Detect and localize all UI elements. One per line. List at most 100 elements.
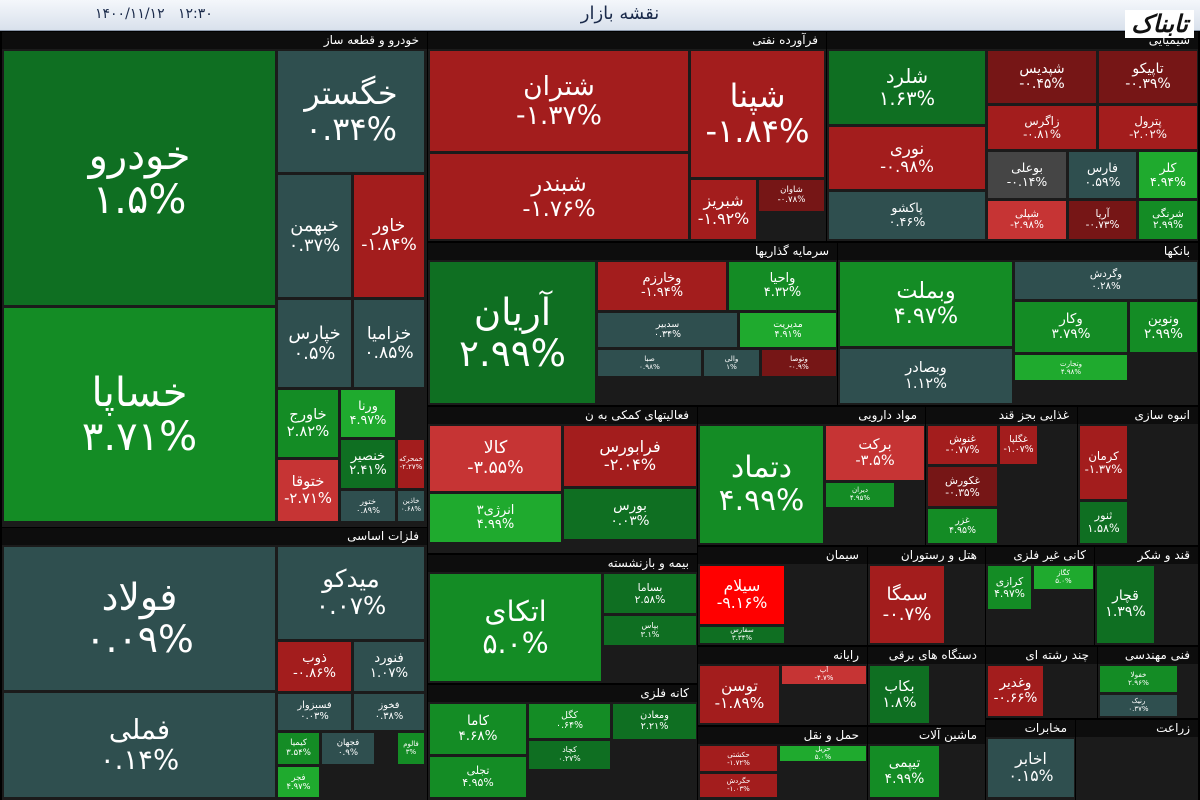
stock-symbol: ورنا bbox=[358, 398, 378, 414]
stock-tile: دتماد ۴.۹۹% bbox=[699, 425, 824, 544]
stock-tile: اخابر ۰.۱۵% bbox=[987, 738, 1075, 798]
sector-title: ماشین آلات bbox=[868, 727, 985, 744]
stock-tile: توسن -۱.۸۹% bbox=[699, 665, 780, 724]
stock-change: ۴.۹۵% bbox=[849, 494, 871, 502]
stock-change: -۱.۹۴% bbox=[640, 285, 684, 300]
stock-tile: خپارس ۰.۵% bbox=[277, 299, 352, 388]
stock-tile: خودرو ۱.۵% bbox=[3, 50, 276, 306]
stock-symbol: فرابورس bbox=[599, 437, 661, 457]
stock-tile: دیران ۴.۹۵% bbox=[825, 482, 895, 508]
stock-change: -۴.۷% bbox=[814, 674, 834, 682]
stock-symbol: وکار bbox=[1059, 311, 1083, 328]
sector-title: چند رشته ای bbox=[986, 647, 1097, 664]
stock-tile: شاوان -۰.۷۸% bbox=[758, 179, 825, 212]
stock-symbol: شپدیس bbox=[1019, 60, 1065, 77]
stock-change: -۱.۸۹% bbox=[714, 693, 765, 712]
stock-change: ۳.۷۱% bbox=[81, 413, 198, 460]
stock-change: ۰.۴۶% bbox=[888, 214, 926, 230]
stock-symbol: فالوم bbox=[403, 739, 419, 748]
stock-tile: حکشتی -۱.۷۲% bbox=[699, 745, 778, 772]
stock-symbol: ذوب bbox=[302, 650, 327, 666]
stock-change: ۳.۳۴% bbox=[731, 634, 753, 642]
stock-change: ۰.۸۵% bbox=[364, 342, 414, 363]
stock-tile: وبصادر ۱.۱۲% bbox=[839, 348, 1013, 404]
stock-symbol: کاما bbox=[467, 713, 489, 730]
stock-change: ۱.۱۲% bbox=[905, 375, 947, 392]
stock-symbol: شپنا bbox=[729, 76, 786, 115]
sector-title: خودرو و قطعه ساز bbox=[2, 32, 427, 49]
stock-change: ۳.۵۴% bbox=[286, 747, 311, 758]
stock-tile: سیلام -۹.۱۶% bbox=[699, 565, 785, 625]
stock-symbol: خپارس bbox=[288, 322, 341, 344]
stock-tile: خاذین ۰.۶۸% bbox=[397, 490, 425, 522]
stock-change: ۰.۲۸% bbox=[1091, 280, 1121, 292]
stock-tile: فارس ۰.۵۹% bbox=[1068, 151, 1137, 199]
stock-tile: سفارس ۳.۳۴% bbox=[699, 626, 785, 644]
stock-symbol: کگل bbox=[561, 709, 578, 721]
stock-tile: بورس ۰.۰۳% bbox=[563, 488, 697, 540]
stock-symbol: فارس bbox=[1086, 160, 1118, 176]
stock-symbol: خاور bbox=[372, 216, 406, 237]
stock-change: ۰.۲۷% bbox=[558, 754, 581, 763]
stock-change: -۲.۷۱% bbox=[284, 489, 332, 507]
stock-symbol: برکت bbox=[858, 435, 892, 453]
stock-tile: فجهان ۰.۹% bbox=[321, 732, 375, 765]
stock-symbol: تجلی bbox=[466, 764, 490, 777]
stock-symbol: شاوان bbox=[780, 185, 803, 196]
stock-tile: والی ۱% bbox=[703, 349, 760, 377]
stock-change: ۴.۶۸% bbox=[458, 728, 498, 744]
stock-tile: کیمیا ۳.۵۴% bbox=[277, 732, 320, 765]
stock-change: ۴.۹۴% bbox=[1150, 174, 1186, 189]
stock-tile: آریا -۰.۷۳% bbox=[1068, 200, 1137, 240]
stock-tile: تیپمی ۴.۹۹% bbox=[869, 745, 940, 798]
stock-change: ۰.۹% bbox=[337, 747, 359, 758]
stock-symbol: وتوصا bbox=[790, 354, 808, 363]
stock-symbol: فجر bbox=[291, 771, 306, 782]
sector-title: فنی مهندسی bbox=[1098, 647, 1198, 664]
stock-change: ۱.۶۳% bbox=[878, 86, 936, 110]
stock-tile: کگاز ۵.۰% bbox=[1033, 565, 1094, 590]
stock-tile: بساما ۲.۵۸% bbox=[603, 573, 697, 614]
stock-symbol: شپلی bbox=[1015, 207, 1039, 220]
stock-tile: بکاب ۱.۸% bbox=[869, 665, 930, 724]
stock-tile: وتوصا -۰.۹% bbox=[761, 349, 837, 377]
stock-symbol: بورس bbox=[613, 498, 647, 515]
stock-tile: حگردش -۱.۰۳% bbox=[699, 773, 778, 798]
stock-symbol: حگردش bbox=[726, 776, 751, 785]
stock-change: ۴.۹۵% bbox=[949, 525, 976, 536]
stock-tile: آریان ۲.۹۹% bbox=[429, 261, 596, 404]
stock-change: -۱.۳۷% bbox=[1084, 461, 1123, 476]
stock-change: ۴.۹۹% bbox=[476, 517, 515, 532]
stock-symbol: قچار bbox=[1112, 588, 1139, 605]
stock-symbol: بکاب bbox=[884, 678, 915, 695]
stock-symbol: واحیا bbox=[769, 270, 796, 286]
stock-change: -۱.۷۶% bbox=[522, 195, 596, 222]
stock-symbol: سدبیر bbox=[655, 318, 680, 330]
stock-symbol: بپاس bbox=[641, 620, 659, 630]
stock-symbol: رنیک bbox=[1131, 696, 1146, 705]
stock-tile: کاما ۴.۶۸% bbox=[429, 703, 527, 755]
stock-symbol: آریا bbox=[1095, 207, 1110, 220]
sector-title: رایانه bbox=[698, 647, 867, 664]
stock-symbol: کرمان bbox=[1088, 448, 1119, 463]
stock-symbol: والی bbox=[724, 354, 739, 363]
stock-change: ۰.۶۸% bbox=[400, 505, 422, 513]
stock-change: -۰.۸۱% bbox=[1023, 126, 1061, 141]
stock-tile: شرنگی ۲.۹۹% bbox=[1138, 200, 1198, 240]
stock-symbol: سیلام bbox=[723, 576, 761, 595]
sector-title: مخابرات bbox=[986, 720, 1075, 737]
stock-tile: بوعلی -۰.۱۴% bbox=[987, 151, 1067, 199]
stock-symbol: غکورش bbox=[944, 473, 981, 487]
stock-change: ۳.۱% bbox=[640, 629, 660, 639]
sector-title: فرآورده نفتی bbox=[428, 32, 826, 49]
stock-symbol: ختوقا bbox=[291, 473, 325, 491]
sector-title: انبوه سازی bbox=[1078, 407, 1198, 424]
stock-symbol: حکشتی bbox=[727, 749, 750, 759]
stock-tile: ثنور ۱.۵۸% bbox=[1079, 501, 1128, 544]
stock-tile: سمگا -۰.۷% bbox=[869, 565, 945, 644]
sector-title: هتل و رستوران bbox=[868, 547, 985, 564]
stock-change: ۱.۳۹% bbox=[1105, 603, 1146, 620]
sector-title: زراعت bbox=[1076, 720, 1198, 737]
stock-tile: خبهمن ۰.۳۷% bbox=[277, 174, 352, 298]
